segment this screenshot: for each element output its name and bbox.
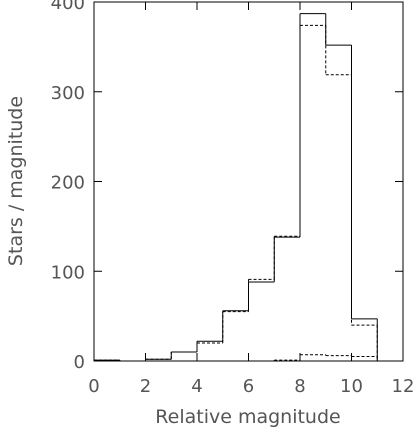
x-tick-label: 10: [340, 376, 363, 397]
histogram-series-1: [93, 13, 378, 362]
y-tick-label: 200: [51, 173, 85, 194]
histogram-series-3: [94, 354, 378, 362]
histogram-series: [93, 13, 378, 362]
x-tick-label: 2: [140, 376, 151, 397]
histogram-series-2: [93, 24, 378, 362]
x-tick-label: 6: [243, 376, 254, 397]
y-tick-label: 400: [51, 0, 85, 14]
y-tick-label: 0: [74, 352, 85, 373]
y-axis-label: Stars / magnitude: [5, 96, 27, 266]
y-tick-label: 100: [51, 262, 85, 283]
x-axis-label: Relative magnitude: [155, 406, 340, 428]
y-tick-label: 300: [51, 83, 85, 104]
x-axis-ticks: 0 2 4 6 8 10 12: [88, 2, 414, 397]
x-tick-label: 0: [88, 376, 99, 397]
x-tick-label: 12: [392, 376, 415, 397]
x-tick-label: 8: [294, 376, 305, 397]
x-tick-label: 4: [191, 376, 202, 397]
y-axis-ticks: 0 100 200 300 400: [51, 0, 403, 373]
